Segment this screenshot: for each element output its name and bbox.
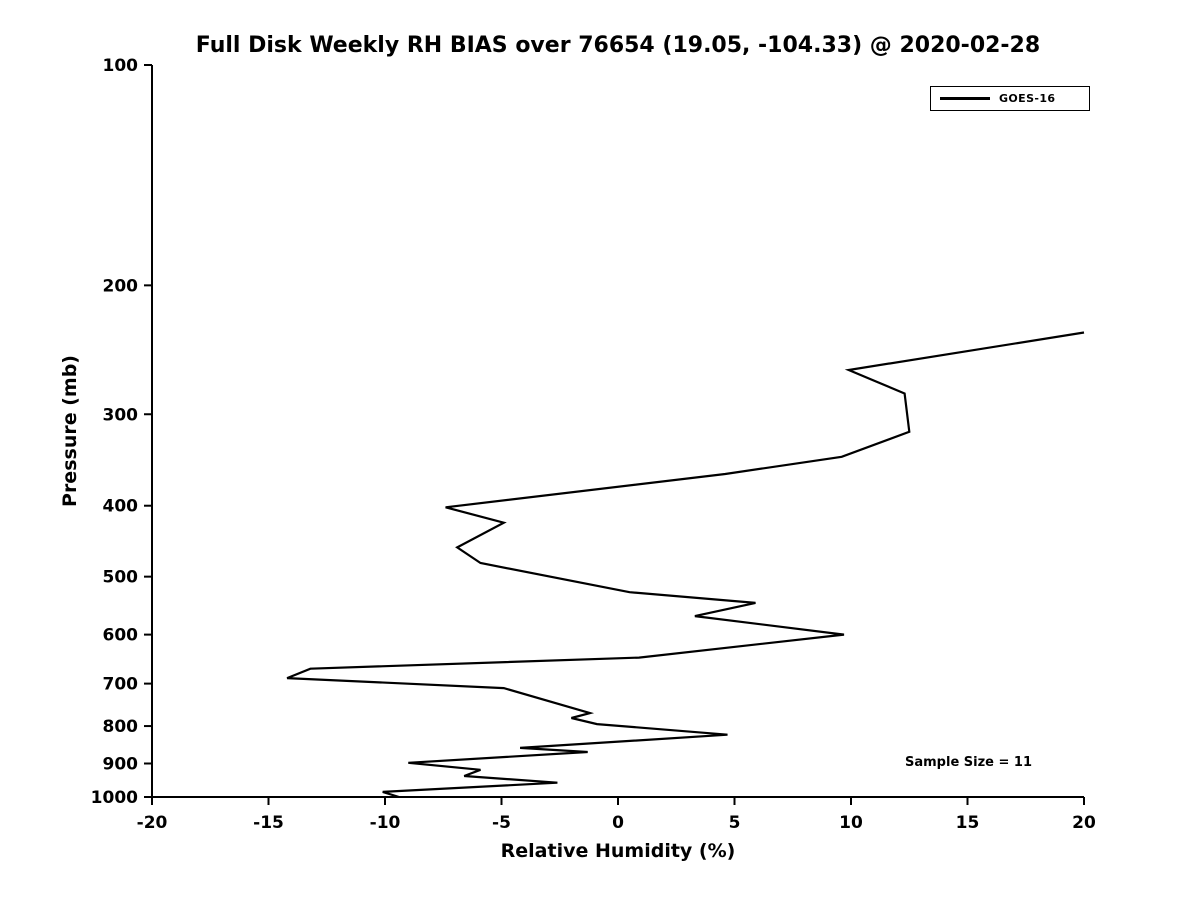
y-tick-label: 1000 — [91, 788, 138, 808]
x-tick-label: -10 — [370, 813, 401, 833]
x-tick-label: -15 — [253, 813, 284, 833]
x-tick-label: -5 — [492, 813, 511, 833]
y-tick-label: 500 — [103, 568, 139, 588]
series-line-goes-16 — [286, 331, 1085, 799]
y-tick-label: 100 — [103, 56, 139, 76]
x-tick-label: -20 — [137, 813, 168, 833]
legend-label: GOES-16 — [999, 92, 1056, 105]
x-tick-label: 10 — [839, 813, 863, 833]
y-tick-label: 400 — [103, 497, 139, 517]
y-tick-label: 800 — [103, 717, 139, 737]
x-tick-label: 20 — [1072, 813, 1096, 833]
legend: GOES-16 — [930, 86, 1090, 111]
y-axis-label: Pressure (mb) — [59, 355, 81, 507]
y-tick-label: 600 — [103, 626, 139, 646]
x-tick-label: 0 — [612, 813, 624, 833]
x-axis-label: Relative Humidity (%) — [500, 840, 736, 862]
y-tick-label: 300 — [103, 405, 139, 425]
sample-size-annotation: Sample Size = 11 — [905, 755, 1033, 770]
y-tick-label: 900 — [103, 755, 139, 775]
x-tick-label: 5 — [729, 813, 741, 833]
legend-line-sample-icon — [940, 97, 990, 100]
y-tick-label: 700 — [103, 675, 139, 695]
x-tick-label: 15 — [956, 813, 980, 833]
y-tick-label: 200 — [103, 276, 139, 296]
chart-title: Full Disk Weekly RH BIAS over 76654 (19.… — [195, 33, 1041, 58]
